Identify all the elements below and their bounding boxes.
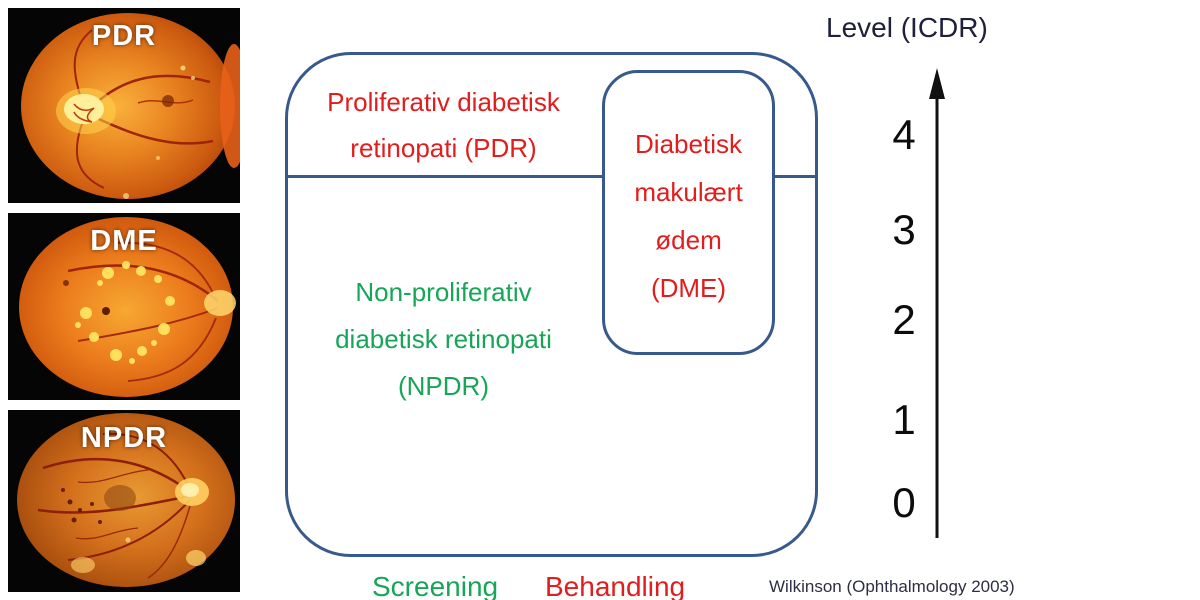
dme-label-block: Diabetisk makulært ødem (DME) [602, 120, 775, 312]
dme-label-line2: makulært [634, 177, 743, 207]
screening-label: Screening [372, 571, 499, 600]
dme-box [602, 70, 775, 355]
level-tick-3: 3 [892, 206, 916, 253]
behandling-label: Behandling [545, 571, 686, 600]
npdr-label-line3: (NPDR) [398, 371, 489, 401]
fundus-photo-dme: DME [8, 213, 240, 400]
level-tick-2: 2 [892, 296, 916, 343]
fundus-photo-pdr: PDR [8, 8, 240, 203]
fundus-image-dme [8, 213, 240, 400]
dme-label-line3: ødem [655, 225, 722, 255]
npdr-label-line2: diabetisk retinopati [335, 324, 552, 354]
fundus-image-npdr [8, 410, 240, 592]
retinopathy-outer-box [285, 52, 818, 557]
npdr-label-block: Non-proliferativ diabetisk retinopati (N… [285, 269, 602, 410]
level-tick-4: 4 [892, 111, 916, 158]
level-tick-1: 1 [892, 396, 916, 443]
photo-label-npdr: NPDR [80, 422, 168, 454]
level-axis-arrow-icon [929, 68, 945, 538]
fundus-image-pdr [8, 8, 240, 203]
npdr-label-line1: Non-proliferativ [355, 277, 532, 307]
citation: Wilkinson (Ophthalmology 2003) [769, 577, 1015, 596]
photo-label-pdr: PDR [91, 20, 157, 52]
pdr-npdr-divider-line [288, 175, 815, 178]
dme-label-line1: Diabetisk [635, 129, 742, 159]
pdr-label-block: Proliferativ diabetisk retinopati (PDR) [285, 79, 602, 171]
photo-label-dme: DME [90, 225, 158, 257]
pdr-label-line2: retinopati (PDR) [350, 133, 537, 163]
level-tick-0: 0 [892, 479, 916, 526]
axis-title: Level (ICDR) [826, 12, 988, 43]
pdr-label-line1: Proliferativ diabetisk [327, 87, 560, 117]
dme-label-line4: (DME) [650, 273, 727, 303]
fundus-photo-npdr: NPDR [8, 410, 240, 592]
